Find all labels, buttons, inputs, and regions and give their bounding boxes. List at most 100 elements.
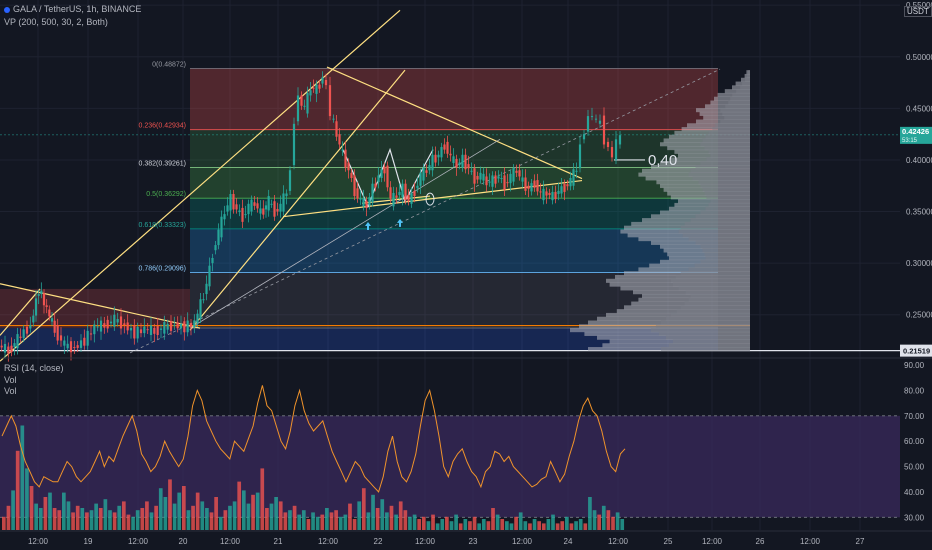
- indicator-vol-1[interactable]: Vol: [4, 375, 17, 385]
- price-series: [0, 71, 622, 362]
- volume-bar: [292, 505, 297, 530]
- vp-bar-inner: [695, 214, 750, 219]
- candle-body: [578, 144, 582, 169]
- candle-body: [226, 205, 229, 212]
- volume-bar: [251, 494, 255, 530]
- candle-body: [515, 170, 518, 173]
- candle-body: [109, 321, 113, 324]
- candle-body: [383, 166, 386, 174]
- candle-body: [250, 199, 253, 212]
- vp-bar-inner: [720, 108, 750, 113]
- candle-body: [365, 200, 368, 208]
- volume-bar: [52, 508, 57, 530]
- candle-body: [425, 170, 428, 173]
- candle-body: [606, 141, 610, 148]
- time-tick: 27: [856, 537, 865, 546]
- volume-bar: [301, 510, 306, 530]
- indicator-vol-1-label: Vol: [4, 375, 17, 385]
- currency-badge[interactable]: USDT: [904, 6, 932, 17]
- candle-body: [422, 167, 425, 181]
- vp-bar-inner: [684, 221, 750, 226]
- indicator-vol-2[interactable]: Vol: [4, 386, 17, 396]
- candle-body: [554, 191, 557, 200]
- candle-body: [126, 322, 129, 331]
- volume-bar: [85, 512, 89, 530]
- volume-bar: [320, 514, 325, 530]
- candle-body: [183, 321, 186, 333]
- volume-bar: [620, 519, 625, 530]
- candle-body: [3, 343, 7, 353]
- volume-bar: [325, 508, 329, 530]
- candle-body: [594, 118, 598, 120]
- fib-label: 0.236(0.42934): [139, 123, 186, 130]
- volume-bar: [140, 508, 145, 530]
- candle-body: [386, 165, 389, 188]
- volume-bar: [209, 512, 214, 530]
- volume-bar: [71, 512, 75, 530]
- candle-body: [312, 87, 315, 89]
- volume-bar: [431, 514, 435, 530]
- candle-body: [500, 178, 503, 180]
- candle-body: [153, 327, 156, 334]
- volume-bar: [274, 497, 278, 530]
- vp-bar-inner: [706, 157, 750, 162]
- candle-body: [143, 326, 146, 334]
- rsi-pane: [0, 357, 932, 530]
- volume-bar: [380, 499, 385, 530]
- candle-body: [56, 325, 59, 341]
- vp-bar-inner: [747, 73, 750, 79]
- candle-body: [482, 173, 485, 181]
- volume-bar: [237, 481, 242, 530]
- volume-bar: [481, 519, 486, 530]
- candle-body: [96, 326, 99, 328]
- candle-body: [99, 320, 103, 332]
- candle-body: [205, 283, 208, 295]
- vp-bar-inner: [694, 263, 750, 268]
- symbol-title: GALA / TetherUS, 1h, BINANCE: [4, 4, 141, 14]
- fib-zone-left: [0, 288, 190, 329]
- candle-body: [149, 325, 153, 336]
- candle-body: [159, 328, 163, 330]
- candle-body: [377, 175, 380, 183]
- candle-body: [264, 205, 268, 210]
- candle-body: [103, 323, 106, 328]
- candle-body: [344, 149, 347, 168]
- volume-bar: [158, 488, 163, 530]
- volume-bar: [421, 516, 426, 530]
- vp-bar-inner: [710, 199, 750, 204]
- volume-bar: [352, 519, 357, 530]
- candle-body: [614, 139, 618, 160]
- candle-body: [32, 315, 35, 323]
- candle-body: [479, 172, 482, 180]
- volume-profile: [570, 70, 750, 352]
- volume-bar: [177, 492, 182, 530]
- vp-bar-inner: [660, 320, 750, 325]
- candle-body: [506, 182, 509, 184]
- indicator-vp[interactable]: VP (200, 500, 30, 2, Both): [4, 17, 108, 27]
- candle-body: [259, 208, 262, 214]
- volume-bar: [463, 519, 468, 530]
- volume-bar: [574, 521, 578, 530]
- fib-zone-bottom: [0, 328, 718, 351]
- indicator-rsi[interactable]: RSI (14, close): [4, 363, 64, 373]
- vp-bar-inner: [695, 240, 750, 245]
- candle-body: [37, 294, 40, 296]
- time-tick: 19: [84, 537, 93, 546]
- candle-body: [79, 340, 83, 348]
- candle-body: [66, 343, 69, 349]
- candle-body: [380, 169, 383, 178]
- time-tick: 12:00: [28, 537, 49, 546]
- candle-body: [434, 154, 437, 163]
- vp-bar-inner: [740, 85, 750, 90]
- vp-bar-inner: [705, 256, 750, 261]
- trend-line: [0, 9, 401, 362]
- candle-body: [208, 265, 211, 287]
- volume-bar: [255, 492, 260, 530]
- vp-bar-inner: [665, 335, 750, 340]
- candle-body: [113, 314, 116, 327]
- candle-body: [48, 309, 51, 317]
- volume-bar: [551, 514, 555, 530]
